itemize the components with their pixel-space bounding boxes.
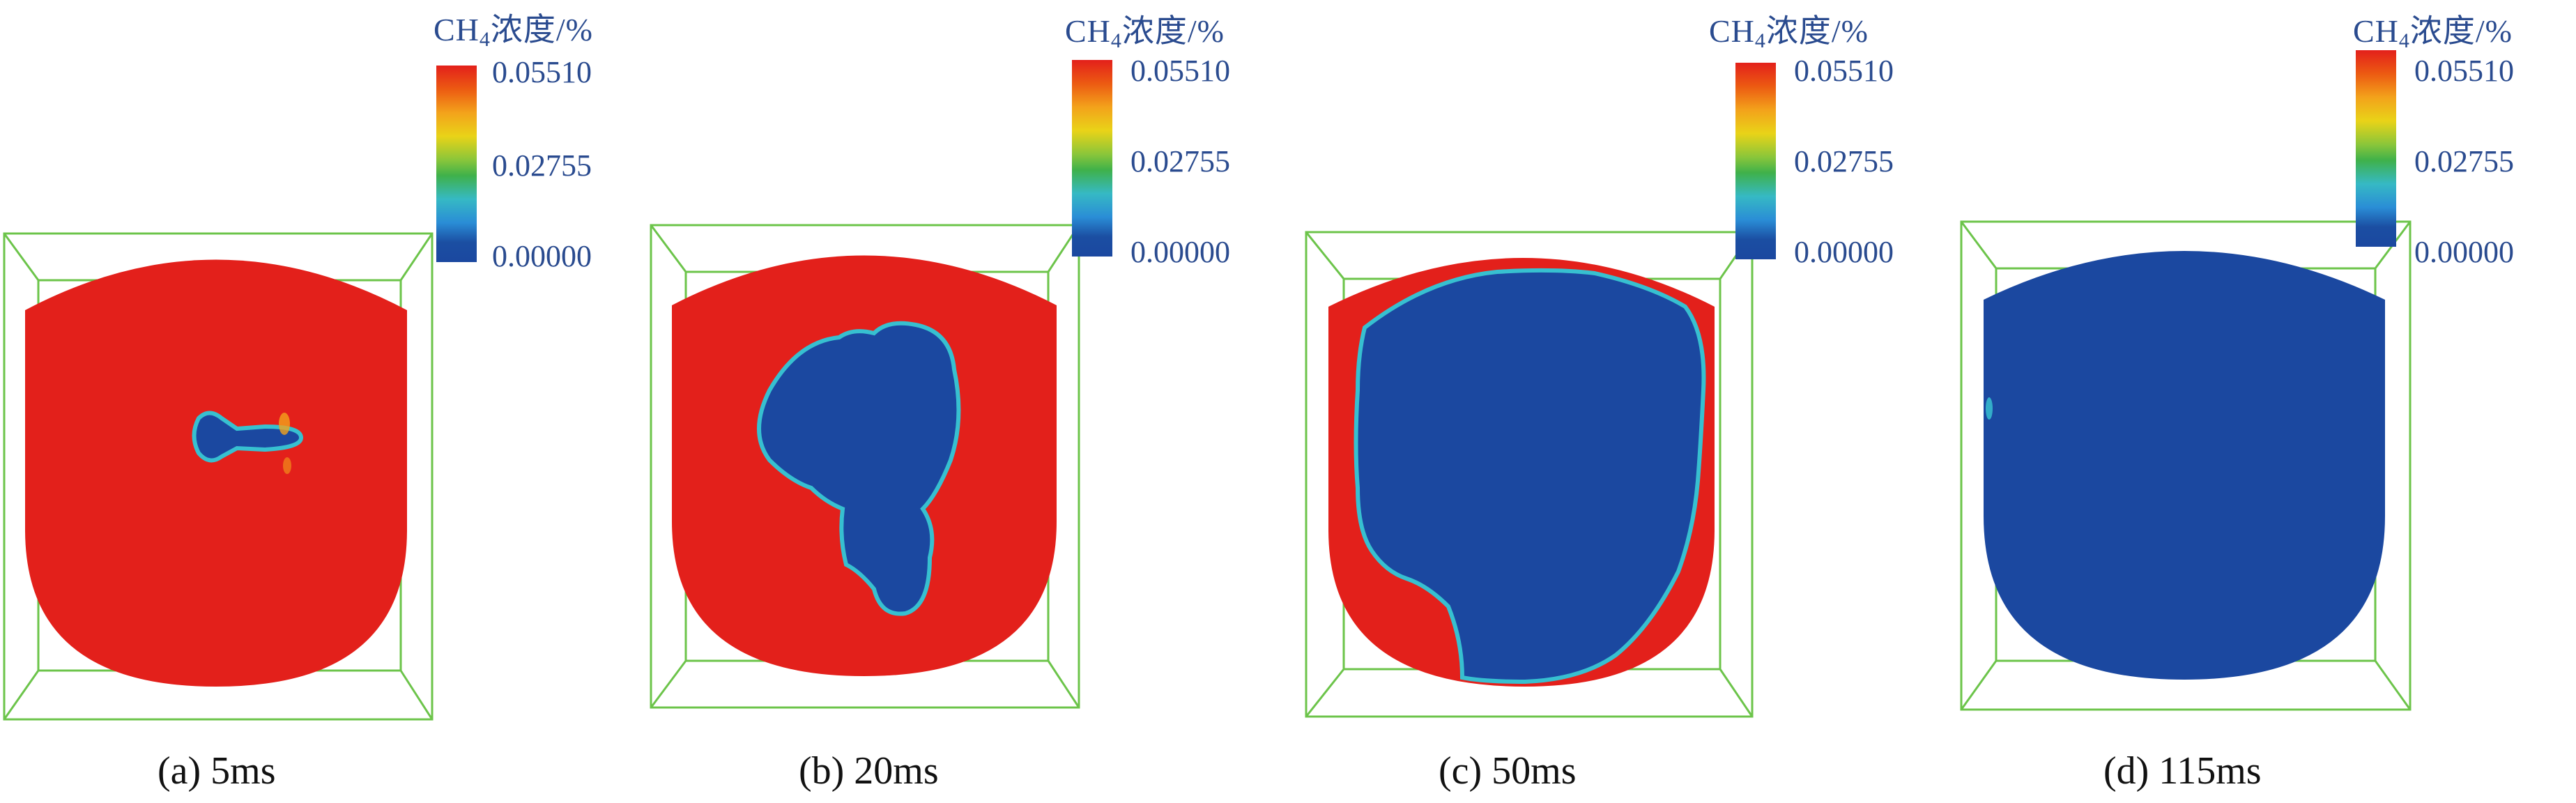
panel-caption: (b) 20ms bbox=[799, 749, 939, 793]
tick-min: 0.00000 bbox=[1130, 235, 1230, 269]
tick-max: 0.05510 bbox=[1794, 54, 1894, 88]
tick-min: 0.00000 bbox=[1794, 235, 1894, 269]
legend-title: CH4浓度/% bbox=[2353, 13, 2513, 52]
domain-frame bbox=[1960, 220, 2412, 711]
panel-caption: (c) 50ms bbox=[1439, 749, 1577, 793]
colorbar bbox=[2356, 50, 2396, 247]
legend-title: CH4浓度/% bbox=[1709, 13, 1869, 52]
panel-c: CH4浓度/% 0.05510 0.02755 0.00000 (c) 50ms bbox=[1288, 0, 1932, 803]
panel-a: CH4浓度/% 0.05510 0.02755 0.00000 (a) 5ms bbox=[0, 0, 644, 803]
tick-mid: 0.02755 bbox=[2414, 144, 2514, 178]
tick-min: 0.00000 bbox=[2414, 235, 2514, 269]
colorbar bbox=[1072, 60, 1112, 257]
tick-mid: 0.02755 bbox=[1130, 144, 1230, 178]
tick-max: 0.05510 bbox=[2414, 54, 2514, 88]
colorbar bbox=[1735, 63, 1776, 259]
flame-interface bbox=[192, 411, 304, 463]
flame-interface bbox=[757, 321, 961, 616]
methane-region bbox=[25, 259, 407, 687]
panel-caption: (d) 115ms bbox=[2103, 749, 2262, 793]
colorbar bbox=[436, 66, 477, 262]
domain-frame bbox=[3, 232, 434, 721]
panel-b: CH4浓度/% 0.05510 0.02755 0.00000 (b) 20ms bbox=[644, 0, 1288, 803]
legend-title: CH4浓度/% bbox=[1065, 13, 1225, 52]
tick-min: 0.00000 bbox=[492, 239, 592, 273]
domain-frame bbox=[650, 224, 1080, 709]
burnt-region bbox=[1984, 251, 2385, 680]
tick-max: 0.05510 bbox=[492, 55, 592, 89]
domain-frame bbox=[1305, 231, 1754, 718]
flame-interface bbox=[1354, 268, 1706, 685]
legend-title: CH4浓度/% bbox=[434, 12, 594, 51]
tick-mid: 0.02755 bbox=[1794, 144, 1894, 178]
panel-caption: (a) 5ms bbox=[158, 749, 276, 793]
tick-mid: 0.02755 bbox=[492, 148, 592, 183]
tick-max: 0.05510 bbox=[1130, 54, 1230, 88]
panel-d: CH4浓度/% 0.05510 0.02755 0.00000 (d) 115m… bbox=[1932, 0, 2576, 803]
